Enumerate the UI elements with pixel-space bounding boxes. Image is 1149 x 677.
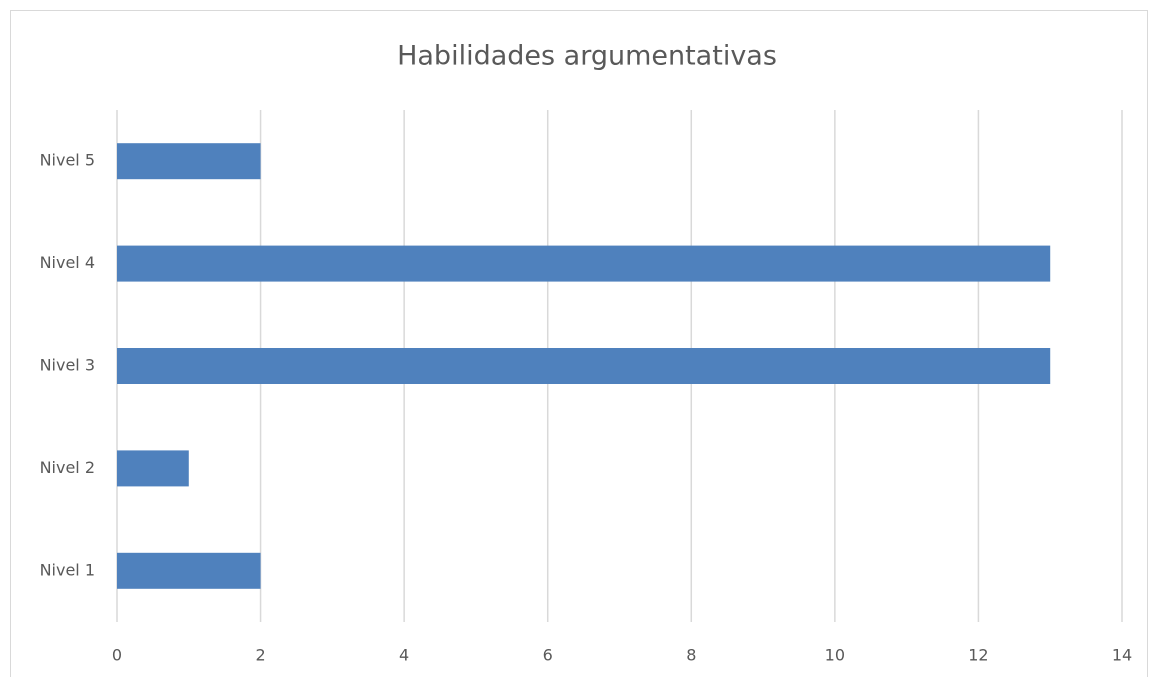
bar bbox=[117, 450, 189, 487]
x-tick-label: 6 bbox=[543, 646, 553, 665]
x-tick-label: 14 bbox=[1112, 646, 1132, 665]
x-tick-label: 2 bbox=[255, 646, 265, 665]
y-tick-label: Nivel 5 bbox=[40, 151, 95, 170]
x-tick-label: 12 bbox=[968, 646, 988, 665]
bar bbox=[117, 348, 1051, 384]
bar bbox=[117, 245, 1051, 282]
bar bbox=[117, 552, 261, 589]
x-tick-label: 8 bbox=[686, 646, 696, 665]
x-tick-label: 4 bbox=[399, 646, 409, 665]
y-tick-label: Nivel 3 bbox=[40, 356, 95, 375]
y-tick-label: Nivel 1 bbox=[40, 560, 95, 579]
y-tick-label: Nivel 4 bbox=[40, 253, 95, 272]
x-tick-label: 10 bbox=[825, 646, 845, 665]
bar bbox=[117, 143, 261, 180]
x-tick-label: 0 bbox=[112, 646, 122, 665]
y-tick-label: Nivel 2 bbox=[40, 458, 95, 477]
chart-title: Habilidades argumentativas bbox=[397, 41, 777, 72]
